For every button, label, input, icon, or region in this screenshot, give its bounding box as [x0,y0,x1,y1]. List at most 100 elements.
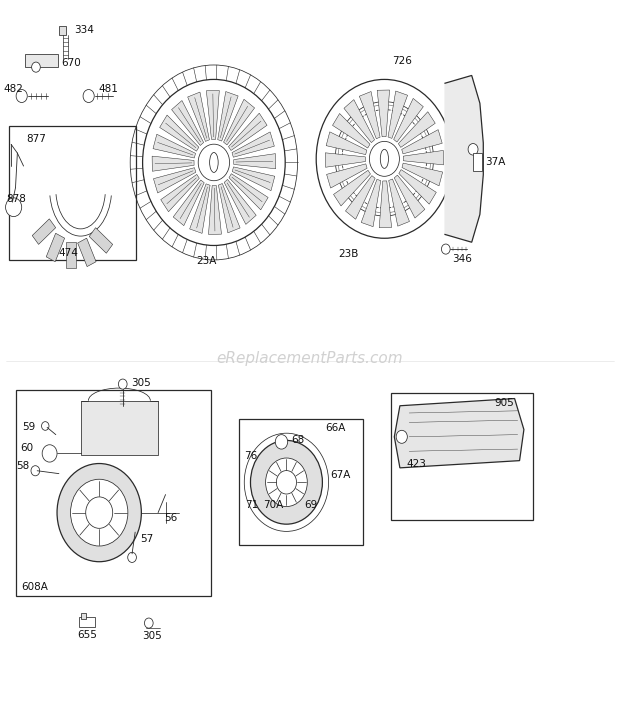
Text: 878: 878 [6,194,26,204]
Circle shape [71,479,128,546]
Circle shape [198,144,229,180]
Polygon shape [445,75,484,243]
Bar [16,390,211,596]
Bar [473,152,482,170]
Polygon shape [402,163,443,186]
Polygon shape [188,92,210,142]
Polygon shape [379,181,392,227]
Polygon shape [394,175,425,218]
Polygon shape [334,170,370,206]
Polygon shape [360,92,380,139]
Text: 305: 305 [142,631,162,641]
Circle shape [128,552,136,562]
Polygon shape [404,150,443,165]
Polygon shape [173,180,204,226]
Circle shape [42,422,49,430]
Circle shape [16,90,27,103]
Polygon shape [232,167,275,191]
Polygon shape [377,90,389,136]
Bar [81,401,158,455]
Polygon shape [327,164,367,188]
Circle shape [118,379,127,389]
Polygon shape [234,154,276,169]
Circle shape [370,142,399,176]
Text: 726: 726 [392,56,412,66]
Circle shape [31,466,40,476]
Polygon shape [208,186,221,235]
Text: 305: 305 [131,378,151,388]
Circle shape [468,144,478,155]
Circle shape [316,79,453,238]
Polygon shape [152,156,194,171]
Circle shape [86,497,113,529]
Ellipse shape [380,149,389,168]
Text: 76: 76 [244,451,257,461]
Text: 346: 346 [453,254,472,264]
Polygon shape [402,130,442,154]
Text: 68: 68 [291,435,304,445]
Text: 670: 670 [61,58,81,68]
Circle shape [275,435,288,449]
Polygon shape [399,112,435,147]
Text: 334: 334 [74,25,94,35]
Circle shape [83,90,94,103]
Bar [89,227,113,253]
Circle shape [143,79,285,245]
Text: 23B: 23B [338,249,358,259]
Polygon shape [345,175,375,219]
Circle shape [396,430,407,443]
Polygon shape [229,113,267,150]
Bar [46,233,64,261]
Text: 482: 482 [3,84,23,94]
Polygon shape [172,100,203,145]
Polygon shape [159,115,199,151]
Polygon shape [388,91,407,139]
Text: 57: 57 [140,534,153,544]
Circle shape [32,62,40,72]
Circle shape [265,458,308,507]
Text: 71: 71 [246,500,259,510]
Polygon shape [218,183,240,232]
Circle shape [441,244,450,254]
Polygon shape [218,92,238,141]
Polygon shape [399,170,436,204]
Circle shape [250,440,322,524]
Polygon shape [332,113,370,148]
Text: 23A: 23A [197,256,217,266]
Polygon shape [326,132,367,155]
Polygon shape [25,54,58,67]
Text: 56: 56 [164,513,177,523]
Polygon shape [224,99,255,145]
Text: 67A: 67A [330,470,351,480]
Text: 423: 423 [406,458,426,469]
Bar [66,242,76,268]
Polygon shape [229,174,268,210]
Polygon shape [361,179,381,227]
Bar [78,238,96,266]
Circle shape [6,198,22,217]
Bar [32,219,56,244]
Polygon shape [389,179,409,226]
Bar [81,613,86,619]
Circle shape [277,471,296,494]
Polygon shape [206,90,219,139]
Bar [79,617,95,627]
Polygon shape [190,184,210,233]
Text: eReplacementParts.com: eReplacementParts.com [216,352,404,366]
Ellipse shape [210,152,218,173]
Text: 58: 58 [16,461,29,471]
Text: 608A: 608A [22,582,48,592]
Circle shape [57,464,141,562]
Text: 481: 481 [98,84,118,94]
Text: 877: 877 [26,134,46,144]
Bar [391,393,533,520]
Circle shape [144,618,153,628]
Polygon shape [224,180,256,225]
Polygon shape [154,168,196,193]
Polygon shape [326,153,365,168]
Text: 37A: 37A [485,157,506,168]
Text: 66A: 66A [326,423,346,433]
Text: 70A: 70A [264,500,284,510]
Circle shape [42,445,57,462]
Polygon shape [394,98,423,142]
